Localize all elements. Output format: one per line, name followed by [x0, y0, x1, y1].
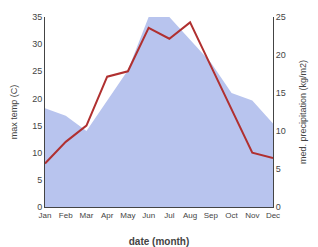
svg-text:25: 25 [32, 66, 42, 76]
svg-text:10: 10 [276, 126, 286, 136]
svg-text:15: 15 [276, 88, 286, 98]
svg-text:20: 20 [32, 94, 42, 104]
svg-text:date (month): date (month) [129, 236, 190, 247]
svg-text:Jul: Jul [164, 211, 174, 220]
svg-text:35: 35 [32, 12, 42, 22]
svg-text:Oct: Oct [225, 211, 238, 220]
svg-text:Apr: Apr [101, 211, 114, 220]
svg-text:Aug: Aug [183, 211, 197, 220]
svg-text:Nov: Nov [245, 211, 259, 220]
svg-text:0: 0 [276, 202, 281, 212]
svg-text:20: 20 [276, 50, 286, 60]
svg-text:May: May [120, 211, 135, 220]
svg-text:Dec: Dec [266, 211, 280, 220]
svg-text:10: 10 [32, 148, 42, 158]
svg-text:Mar: Mar [80, 211, 94, 220]
svg-text:med. precipitation (kg/m2): med. precipitation (kg/m2) [298, 60, 308, 164]
svg-text:Sep: Sep [204, 211, 219, 220]
svg-text:25: 25 [276, 12, 286, 22]
svg-text:Feb: Feb [59, 211, 73, 220]
svg-text:Jun: Jun [142, 211, 155, 220]
svg-text:5: 5 [276, 164, 281, 174]
svg-text:0: 0 [37, 202, 42, 212]
svg-text:5: 5 [37, 175, 42, 185]
svg-text:30: 30 [32, 39, 42, 49]
svg-text:Jan: Jan [39, 211, 52, 220]
svg-text:15: 15 [32, 121, 42, 131]
svg-text:max temp (C): max temp (C) [9, 85, 19, 140]
